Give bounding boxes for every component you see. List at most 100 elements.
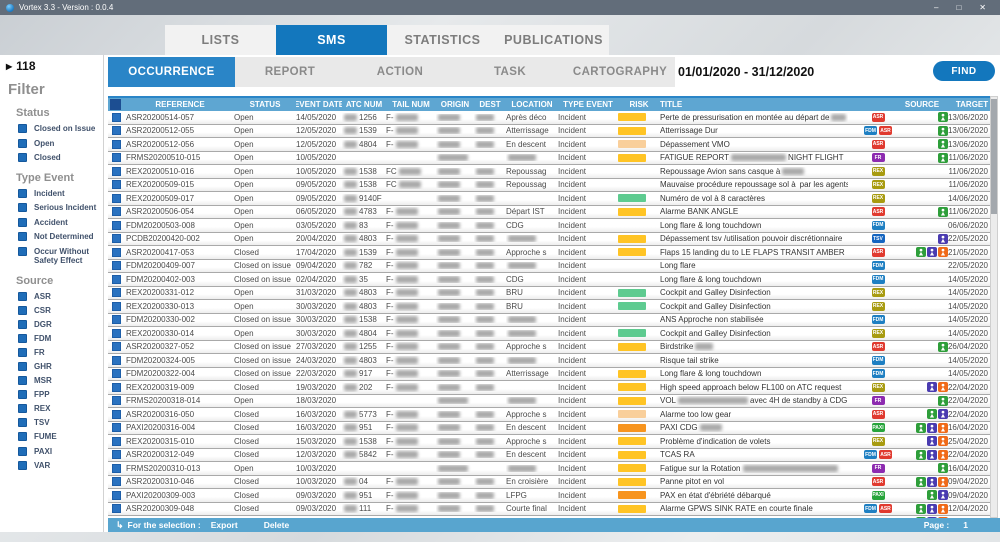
table-row[interactable]: FRMS20200310-013 Open 10/03/2020 Incident Fa… xyxy=(108,462,992,476)
tab-lists[interactable]: LISTS xyxy=(165,25,276,55)
column-header-location[interactable]: LOCATION xyxy=(511,100,553,109)
page-number[interactable]: 1 xyxy=(963,520,968,530)
checkbox-icon[interactable] xyxy=(18,319,27,329)
row-select-cell[interactable] xyxy=(108,450,126,460)
table-row[interactable]: REX20200319-009 Closed 19/03/2020 202 F- Inci… xyxy=(108,381,992,395)
tab-statistics[interactable]: STATISTICS xyxy=(387,25,498,55)
row-select-cell[interactable] xyxy=(108,382,126,392)
table-row[interactable]: FDM20200409-007 Closed on issue 09/04/2020… xyxy=(108,259,992,273)
row-checkbox[interactable] xyxy=(112,153,121,163)
delete-button[interactable]: Delete xyxy=(263,520,290,530)
export-button[interactable]: Export xyxy=(210,520,238,530)
row-select-cell[interactable] xyxy=(108,463,126,473)
filter-item-occur-without-safety-effect[interactable]: Occur Without Safety Effect xyxy=(18,246,103,266)
row-select-cell[interactable] xyxy=(108,234,126,244)
column-header-risk[interactable]: RISK xyxy=(629,100,649,109)
row-select-cell[interactable] xyxy=(108,261,126,271)
row-select-cell[interactable] xyxy=(108,301,126,311)
checkbox-icon[interactable] xyxy=(18,404,27,414)
checkbox-icon[interactable] xyxy=(18,246,27,256)
row-checkbox[interactable] xyxy=(112,126,121,136)
table-row[interactable]: ASR20200310-046 Closed 10/03/2020 04 F- En cr… xyxy=(108,475,992,489)
checkbox-icon[interactable] xyxy=(18,124,27,133)
filter-item-fume[interactable]: FUME xyxy=(18,432,103,442)
row-select-cell[interactable] xyxy=(108,207,126,217)
checkbox-icon[interactable] xyxy=(18,188,27,198)
filter-item-asr[interactable]: ASR xyxy=(18,291,103,302)
close-button[interactable]: ✕ xyxy=(979,3,986,12)
row-checkbox[interactable] xyxy=(112,220,121,230)
row-select-cell[interactable] xyxy=(108,477,126,487)
row-checkbox[interactable] xyxy=(112,490,121,500)
row-checkbox[interactable] xyxy=(112,342,121,352)
checkbox-icon[interactable] xyxy=(18,217,27,227)
minimize-button[interactable]: – xyxy=(934,3,939,12)
filter-item-ghr[interactable]: GHR xyxy=(18,361,103,372)
row-checkbox[interactable] xyxy=(112,369,121,379)
checkbox-icon[interactable] xyxy=(18,333,27,343)
checkbox-icon[interactable] xyxy=(18,418,27,428)
row-checkbox[interactable] xyxy=(112,247,121,257)
row-select-cell[interactable] xyxy=(108,220,126,230)
checkbox-icon[interactable] xyxy=(18,376,27,386)
subtab-cartography[interactable]: CARTOGRAPHY xyxy=(572,66,668,78)
table-row[interactable]: ASR20200512-056 Open 12/05/2020 4804 F- En de… xyxy=(108,138,992,152)
filter-item-not-determined[interactable]: Not Determined xyxy=(18,232,103,242)
row-checkbox[interactable] xyxy=(112,423,121,433)
table-row[interactable]: REX20200509-017 Open 09/05/2020 9140F Incide… xyxy=(108,192,992,206)
checkbox-icon[interactable] xyxy=(18,446,27,456)
header-select-all[interactable] xyxy=(108,99,126,110)
filter-item-fr[interactable]: FR xyxy=(18,347,103,358)
filter-item-fpp[interactable]: FPP xyxy=(18,390,103,400)
filter-item-closed[interactable]: Closed xyxy=(18,153,103,163)
row-select-cell[interactable] xyxy=(108,315,126,325)
filter-item-fdm[interactable]: FDM xyxy=(18,333,103,344)
column-header-source[interactable]: SOURCE xyxy=(904,100,940,109)
row-checkbox[interactable] xyxy=(112,396,121,406)
column-header-type-event[interactable]: TYPE EVENT xyxy=(563,100,613,109)
row-checkbox[interactable] xyxy=(112,409,121,419)
checkbox-icon[interactable] xyxy=(18,232,27,241)
tab-sms[interactable]: SMS xyxy=(276,25,387,55)
filter-item-dgr[interactable]: DGR xyxy=(18,319,103,330)
column-header-tail-num[interactable]: TAIL NUM xyxy=(392,100,430,109)
table-row[interactable]: FDM20200330-002 Closed on issue 30/03/2020… xyxy=(108,313,992,327)
filter-item-incident[interactable]: Incident xyxy=(18,188,103,199)
table-row[interactable]: REX20200331-012 Open 31/03/2020 4803 F- BRU In… xyxy=(108,286,992,300)
subtab-report[interactable]: REPORT xyxy=(264,66,316,78)
checkbox-icon[interactable] xyxy=(18,361,27,371)
row-select-cell[interactable] xyxy=(108,180,126,190)
subtab-task[interactable]: TASK xyxy=(493,66,527,78)
checkbox-icon[interactable] xyxy=(18,347,27,357)
table-row[interactable]: PCDB20200420-002 Open 20/04/2020 4803 F- Inci… xyxy=(108,232,992,246)
row-checkbox[interactable] xyxy=(112,436,121,446)
row-select-cell[interactable] xyxy=(108,396,126,406)
checkbox-icon[interactable] xyxy=(18,153,27,162)
row-checkbox[interactable] xyxy=(112,112,121,122)
table-row[interactable]: REX20200330-013 Open 30/03/2020 4803 F- BRU In… xyxy=(108,300,992,314)
row-select-cell[interactable] xyxy=(108,423,126,433)
row-checkbox[interactable] xyxy=(112,382,121,392)
row-checkbox[interactable] xyxy=(112,288,121,298)
table-row[interactable]: PAXI20200309-003 Closed 09/03/2020 951 F- LFP… xyxy=(108,489,992,503)
filter-item-var[interactable]: VAR xyxy=(18,460,103,471)
table-row[interactable]: REX20200330-014 Open 30/03/2020 4804 F- Incid… xyxy=(108,327,992,341)
checkbox-icon[interactable] xyxy=(18,432,27,442)
maximize-button[interactable]: □ xyxy=(956,3,962,12)
column-header-atc-num[interactable]: ATC NUM xyxy=(345,100,383,109)
row-select-cell[interactable] xyxy=(108,328,126,338)
row-select-cell[interactable] xyxy=(108,126,126,136)
row-checkbox[interactable] xyxy=(112,234,121,244)
column-header-status[interactable]: STATUS xyxy=(249,100,281,109)
table-row[interactable]: PAXI20200316-004 Closed 16/03/2020 951 F- En … xyxy=(108,421,992,435)
filter-item-msr[interactable]: MSR xyxy=(18,376,103,386)
checkbox-icon[interactable] xyxy=(18,460,27,470)
row-select-cell[interactable] xyxy=(108,369,126,379)
row-checkbox[interactable] xyxy=(112,193,121,203)
row-checkbox[interactable] xyxy=(112,315,121,325)
vertical-scrollbar[interactable] xyxy=(990,96,998,518)
row-select-cell[interactable] xyxy=(108,504,126,514)
column-header-target[interactable]: TARGET xyxy=(955,100,989,109)
table-row[interactable]: ASR20200316-050 Closed 16/03/2020 5773 F- App… xyxy=(108,408,992,422)
subtab-action[interactable]: ACTION xyxy=(376,66,424,78)
